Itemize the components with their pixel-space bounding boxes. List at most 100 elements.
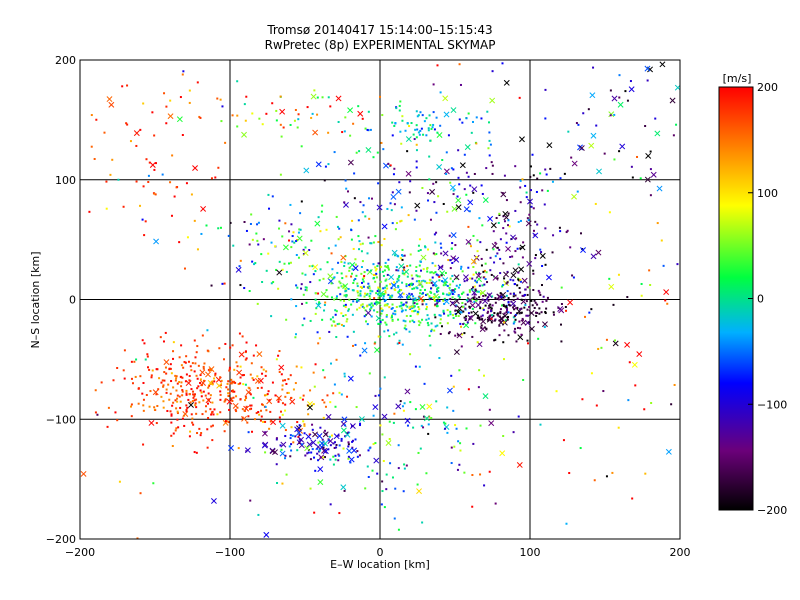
data-point <box>336 225 339 228</box>
data-point <box>449 310 452 313</box>
data-point <box>301 443 304 446</box>
data-point <box>180 381 183 384</box>
data-point-x <box>418 295 424 302</box>
data-point <box>438 296 441 299</box>
data-point <box>322 446 325 449</box>
data-point <box>417 244 420 247</box>
data-point <box>210 284 213 287</box>
data-point-x <box>423 415 430 422</box>
data-point <box>381 490 384 493</box>
data-point <box>289 203 292 206</box>
data-point <box>486 311 489 314</box>
data-point <box>382 274 385 277</box>
data-point <box>370 197 373 200</box>
data-point <box>480 117 483 120</box>
data-point <box>335 295 338 298</box>
data-point-x <box>659 61 666 68</box>
data-point <box>400 289 403 292</box>
data-point <box>332 463 335 466</box>
data-point <box>224 398 227 401</box>
data-point <box>525 191 528 194</box>
data-point <box>248 408 251 411</box>
data-point <box>415 265 418 268</box>
data-point <box>446 284 449 287</box>
data-point <box>134 375 137 378</box>
data-point <box>230 378 233 381</box>
data-point-x <box>347 107 354 114</box>
data-point <box>482 307 485 310</box>
data-point <box>244 350 247 353</box>
data-point <box>502 435 505 438</box>
data-point <box>526 286 529 289</box>
data-point <box>525 196 528 199</box>
data-point <box>457 295 460 298</box>
data-point <box>205 224 208 227</box>
data-point <box>432 296 435 299</box>
data-point <box>411 310 414 313</box>
data-point <box>356 291 359 294</box>
data-point <box>291 235 294 238</box>
data-point <box>371 469 374 472</box>
data-point <box>184 380 187 383</box>
data-point-x <box>505 245 512 252</box>
data-point <box>432 182 435 185</box>
data-point <box>362 280 365 283</box>
data-point <box>152 482 155 485</box>
data-point <box>409 264 412 267</box>
data-point <box>374 394 377 397</box>
data-point <box>617 273 620 276</box>
data-point <box>262 368 265 371</box>
data-point <box>418 238 421 241</box>
data-point <box>338 227 341 230</box>
data-point <box>201 413 204 416</box>
data-point <box>282 126 285 129</box>
data-point <box>391 303 394 306</box>
data-point <box>364 309 367 312</box>
data-point <box>398 181 401 184</box>
data-point <box>384 303 387 306</box>
data-point <box>316 331 319 334</box>
data-point <box>458 63 461 66</box>
data-point <box>359 285 362 288</box>
data-point <box>265 409 268 412</box>
data-point <box>584 315 587 318</box>
data-point <box>209 394 212 397</box>
data-point <box>456 468 459 471</box>
data-point <box>387 266 390 269</box>
data-point <box>565 231 568 234</box>
data-point-x <box>450 232 457 239</box>
data-point <box>405 464 408 467</box>
data-point <box>303 423 306 426</box>
data-point <box>402 490 405 493</box>
data-point-x <box>571 193 578 200</box>
data-point <box>480 184 483 187</box>
x-tick-label: 100 <box>520 546 541 559</box>
data-point <box>347 457 350 460</box>
data-point <box>359 290 362 293</box>
data-point <box>260 409 263 412</box>
data-point <box>175 186 178 189</box>
data-point <box>376 151 379 154</box>
data-point <box>514 313 517 316</box>
data-point <box>502 341 505 344</box>
data-point <box>317 302 320 305</box>
data-point <box>646 79 649 82</box>
data-point <box>582 112 585 115</box>
data-point <box>300 200 303 203</box>
data-point <box>400 219 403 222</box>
data-point <box>299 212 302 215</box>
data-point <box>460 325 463 328</box>
data-point <box>289 455 292 458</box>
data-point <box>519 327 522 330</box>
data-point <box>196 387 199 390</box>
data-point <box>405 301 408 304</box>
data-point <box>426 293 429 296</box>
data-point <box>248 387 251 390</box>
data-point <box>340 437 343 440</box>
data-point <box>421 114 424 117</box>
data-point <box>386 264 389 267</box>
data-point <box>160 395 163 398</box>
data-point <box>137 402 140 405</box>
data-point <box>202 399 205 402</box>
data-point <box>302 394 305 397</box>
